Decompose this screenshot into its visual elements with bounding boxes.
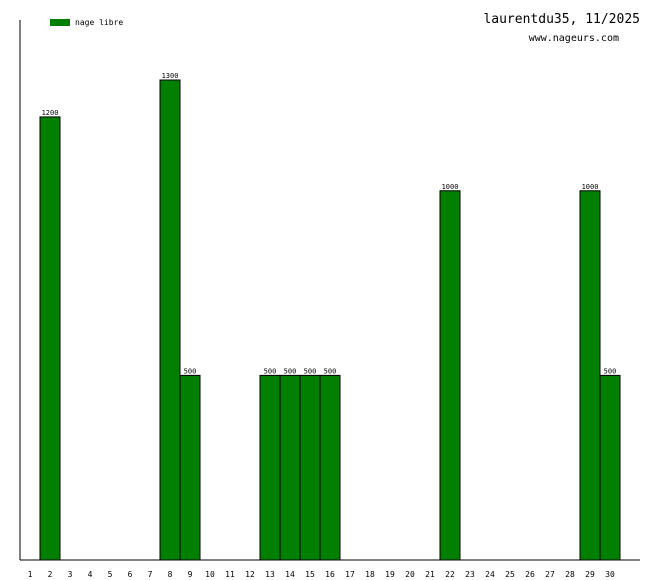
bar — [279, 374, 301, 561]
x-tick-label: 1 — [28, 570, 33, 579]
x-tick-label: 13 — [265, 570, 275, 579]
bar — [159, 79, 181, 561]
bar — [299, 374, 321, 561]
x-tick-label: 17 — [345, 570, 355, 579]
legend-label: nage libre — [75, 18, 123, 27]
x-tick-label: 28 — [565, 570, 575, 579]
bar-value-label: 1200 — [42, 109, 59, 117]
x-tick-label: 27 — [545, 570, 555, 579]
x-tick-label: 24 — [485, 570, 495, 579]
x-tick-label: 3 — [68, 570, 73, 579]
bar — [439, 190, 461, 561]
bar-value-label: 500 — [304, 367, 317, 375]
bar — [259, 374, 281, 561]
x-tick-label: 10 — [205, 570, 215, 579]
chart-header-title: laurentdu35, 11/2025 — [483, 12, 640, 27]
x-tick-label: 21 — [425, 570, 435, 579]
bar-value-label: 1000 — [442, 183, 459, 191]
x-tick-labels-group: 1 2 3 4 5 6 7 8 9 10 11 12 13 14 15 16 17 18 19 20 21 22 23 24 2… — [28, 570, 615, 579]
x-tick-label: 15 — [305, 570, 315, 579]
bar-value-label: 500 — [284, 367, 297, 375]
bar-value-label: 500 — [264, 367, 277, 375]
legend: nage libre — [50, 18, 123, 27]
bar — [319, 374, 341, 561]
x-tick-label: 9 — [188, 570, 193, 579]
x-tick-label: 23 — [465, 570, 475, 579]
x-tick-label: 26 — [525, 570, 535, 579]
x-tick-label: 19 — [385, 570, 395, 579]
x-tick-label: 11 — [225, 570, 235, 579]
x-tick-label: 12 — [245, 570, 255, 579]
x-tick-label: 8 — [168, 570, 173, 579]
bar — [599, 374, 621, 561]
bar-value-label: 500 — [604, 367, 617, 375]
x-tick-label: 7 — [148, 570, 153, 579]
x-tick-label: 20 — [405, 570, 415, 579]
chart-header-site: www.nageurs.com — [529, 33, 619, 44]
x-tick-label: 4 — [88, 570, 93, 579]
x-tick-label: 2 — [48, 570, 53, 579]
x-tick-label: 18 — [365, 570, 375, 579]
bars-group — [39, 79, 621, 561]
bar-labels-group: 1200 1300 500 500 500 500 500 1000 1000 500 — [42, 72, 617, 375]
x-tick-label: 16 — [325, 570, 335, 579]
x-tick-label: 22 — [445, 570, 455, 579]
bar-value-label: 1000 — [582, 183, 599, 191]
bar-value-label: 500 — [324, 367, 337, 375]
legend-swatch — [50, 19, 70, 26]
bar — [579, 190, 601, 561]
bar — [39, 116, 61, 561]
bar-value-label: 1300 — [162, 72, 179, 80]
x-tick-label: 5 — [108, 570, 113, 579]
bar — [179, 374, 201, 561]
x-tick-label: 30 — [605, 570, 615, 579]
x-tick-label: 6 — [128, 570, 133, 579]
x-tick-label: 29 — [585, 570, 595, 579]
x-tick-label: 14 — [285, 570, 295, 579]
x-tick-label: 25 — [505, 570, 515, 579]
bar-value-label: 500 — [184, 367, 197, 375]
